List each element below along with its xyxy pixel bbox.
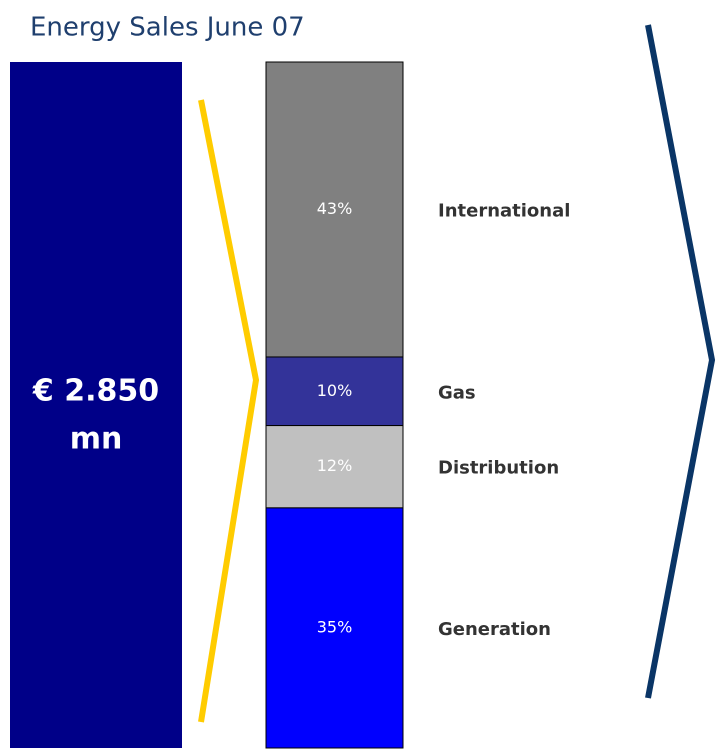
category-label: Gas: [438, 382, 476, 403]
total-box: [10, 62, 182, 748]
navy-chevron: [645, 24, 716, 699]
total-label: € 2.850: [32, 374, 159, 409]
value-label: 10%: [317, 381, 353, 400]
value-label: 35%: [317, 617, 353, 636]
value-label: 43%: [317, 199, 353, 218]
chart-title: Energy Sales June 07: [30, 13, 305, 43]
total-unit: mn: [70, 422, 123, 457]
category-label: International: [438, 200, 570, 221]
bar-segment: [265, 61, 404, 358]
bar-segment: [265, 507, 404, 749]
stacked-bar: 43% International 10% Gas 12% Distribution 35%…: [265, 61, 570, 749]
bar-segment: [265, 425, 404, 509]
value-label: 12%: [317, 456, 353, 475]
yellow-chevron: [198, 99, 260, 723]
category-label: Distribution: [438, 458, 559, 479]
bar-segment: [265, 356, 404, 427]
category-label: Generation: [438, 619, 551, 640]
